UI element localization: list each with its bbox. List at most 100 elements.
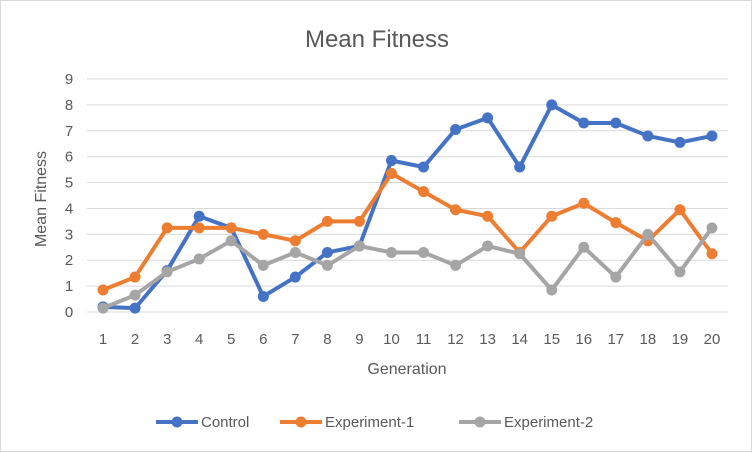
x-tick-label: 19 xyxy=(672,331,689,348)
y-tick-label: 8 xyxy=(65,97,73,114)
data-point xyxy=(385,246,397,258)
x-tick-label: 12 xyxy=(447,331,464,348)
x-tick-label: 1 xyxy=(99,331,107,348)
y-tick-label: 1 xyxy=(65,278,73,295)
x-tick-label: 5 xyxy=(227,331,235,348)
data-point xyxy=(578,117,590,129)
y-tick-label: 9 xyxy=(65,71,73,88)
data-point xyxy=(353,240,365,252)
x-tick-label: 20 xyxy=(704,331,721,348)
data-point xyxy=(193,210,205,222)
data-point xyxy=(257,290,269,302)
series-experiment-1 xyxy=(97,167,718,296)
data-point xyxy=(193,253,205,265)
data-point xyxy=(97,284,109,296)
data-point xyxy=(418,186,430,198)
y-tick-label: 7 xyxy=(65,123,73,140)
series-control xyxy=(97,99,718,314)
data-point xyxy=(674,204,686,216)
data-point xyxy=(321,246,333,258)
data-point xyxy=(642,130,654,142)
y-tick-label: 2 xyxy=(65,252,73,269)
data-point xyxy=(514,248,526,260)
x-tick-label: 10 xyxy=(383,331,400,348)
legend-label: Control xyxy=(201,414,249,431)
legend-label: Experiment-2 xyxy=(504,414,593,431)
x-tick-label: 8 xyxy=(323,331,331,348)
data-point xyxy=(225,235,237,247)
legend-label: Experiment-1 xyxy=(325,414,414,431)
data-point xyxy=(546,210,558,222)
x-tick-label: 6 xyxy=(259,331,267,348)
y-tick-label: 0 xyxy=(65,304,73,321)
x-tick-label: 9 xyxy=(355,331,363,348)
data-point xyxy=(353,215,365,227)
legend-swatch-marker xyxy=(171,416,183,428)
series-line xyxy=(101,225,714,311)
legend-item: Control xyxy=(156,414,249,431)
legend-swatch-marker xyxy=(474,416,486,428)
data-point xyxy=(514,161,526,173)
x-axis-ticks: 1 2 3 4 5 6 7 8 9 10 11 12 13 14 15 16 17 18 19 20 xyxy=(99,331,720,348)
x-tick-label: 15 xyxy=(543,331,560,348)
x-tick-label: 13 xyxy=(479,331,496,348)
data-point xyxy=(321,259,333,271)
x-tick-label: 14 xyxy=(511,331,528,348)
gridlines xyxy=(87,78,728,313)
data-point xyxy=(225,222,237,234)
data-point xyxy=(610,217,622,229)
series-experiment-2 xyxy=(97,222,718,314)
data-point xyxy=(257,259,269,271)
data-point xyxy=(161,222,173,234)
x-tick-label: 11 xyxy=(416,331,432,348)
x-tick-label: 2 xyxy=(131,331,139,348)
data-point xyxy=(482,112,494,124)
data-point xyxy=(674,266,686,278)
x-tick-label: 18 xyxy=(640,331,657,348)
data-point xyxy=(289,246,301,258)
data-point xyxy=(642,228,654,240)
x-tick-label: 3 xyxy=(163,331,171,348)
y-axis-ticks: 0 1 2 3 4 5 6 7 8 9 xyxy=(65,71,73,321)
y-tick-label: 4 xyxy=(65,200,73,217)
data-point xyxy=(257,228,269,240)
data-point xyxy=(610,271,622,283)
data-point xyxy=(578,241,590,253)
x-tick-label: 4 xyxy=(195,331,203,348)
y-tick-label: 6 xyxy=(65,149,73,166)
data-point xyxy=(578,197,590,209)
data-point xyxy=(418,246,430,258)
data-point xyxy=(546,99,558,111)
data-point xyxy=(706,248,718,260)
legend-item: Experiment-1 xyxy=(280,414,414,431)
data-point xyxy=(706,222,718,234)
data-point xyxy=(289,271,301,283)
data-point xyxy=(610,117,622,129)
x-tick-label: 7 xyxy=(291,331,299,348)
data-point xyxy=(129,302,141,314)
chart-title: Mean Fitness xyxy=(305,26,449,53)
data-point xyxy=(450,123,462,135)
x-tick-label: 17 xyxy=(607,331,624,348)
data-point xyxy=(418,161,430,173)
y-tick-label: 3 xyxy=(65,226,73,243)
data-point xyxy=(193,222,205,234)
y-tick-label: 5 xyxy=(65,175,73,192)
data-point xyxy=(450,259,462,271)
data-point xyxy=(482,240,494,252)
x-tick-label: 16 xyxy=(575,331,592,348)
legend-swatch-marker xyxy=(295,416,307,428)
data-point xyxy=(482,210,494,222)
data-point xyxy=(321,215,333,227)
data-point xyxy=(385,167,397,179)
data-point xyxy=(129,271,141,283)
data-point xyxy=(546,284,558,296)
series-layer xyxy=(97,99,718,314)
data-point xyxy=(97,302,109,314)
x-axis-label: Generation xyxy=(367,361,446,378)
data-point xyxy=(129,289,141,301)
data-point xyxy=(289,235,301,247)
data-point xyxy=(706,130,718,142)
